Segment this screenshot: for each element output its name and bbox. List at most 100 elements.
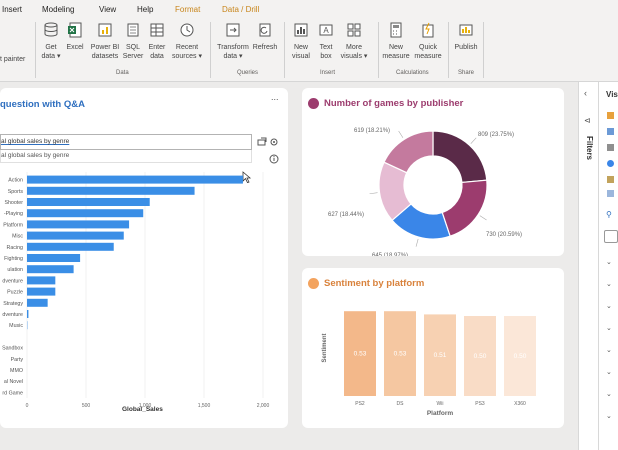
publish-button[interactable]: Publish — [453, 22, 479, 52]
donut-leader-line — [479, 215, 487, 221]
qna-visual[interactable]: ... question with Q&A al global sales by… — [0, 88, 288, 428]
refresh-label: Refresh — [252, 44, 278, 51]
donut-leader-line — [415, 238, 419, 247]
get-data-button[interactable]: Get data ▾ — [40, 22, 62, 61]
genre-category-label: Party — [11, 357, 24, 363]
group-label-calculations: Calculations — [396, 70, 429, 76]
chevron-down-icon[interactable]: ⌄ — [606, 413, 612, 420]
publisher-donut-visual[interactable]: Number of games by publisher 809 (23.75%… — [302, 88, 564, 256]
more-options-icon[interactable]: ... — [271, 92, 279, 102]
tab-insert[interactable]: Insert — [2, 5, 23, 14]
search-icon[interactable]: ⚲ — [606, 210, 612, 219]
sentiment-bar — [464, 316, 496, 396]
excel-button[interactable]: Excel — [65, 22, 85, 52]
chevron-down-icon[interactable]: ⌄ — [606, 259, 612, 266]
table-icon — [150, 23, 164, 37]
refresh-icon — [259, 23, 271, 37]
visualizations-pane[interactable]: Visu ⚲ ⌄ ⌄ ⌄ ⌄ ⌄ ⌄ ⌄ ⌄ — [598, 82, 618, 450]
sentiment-visual[interactable]: Sentiment by platform Sentiment 0.53 PS2 0.… — [302, 268, 564, 428]
viz-map-icon[interactable] — [607, 160, 614, 167]
genre-x-tick: 500 — [82, 403, 91, 409]
quick-measure-icon — [422, 22, 434, 38]
power-bi-datasets-button[interactable]: Power BI datasets — [88, 22, 122, 61]
genre-bar — [27, 209, 144, 218]
recent-sources-label: Recent sources ▾ — [172, 44, 202, 60]
qna-title: question with Q&A — [0, 99, 85, 110]
sentiment-visual-icon — [308, 278, 319, 289]
genre-category-label: Sandbox — [2, 346, 23, 352]
format-painter-button[interactable]: t painter — [0, 56, 26, 63]
genre-category-label: Puzzle — [7, 290, 23, 296]
chevron-down-icon[interactable]: ⌄ — [606, 391, 612, 398]
text-box-icon: A — [319, 24, 333, 36]
enter-data-label: Enter data — [148, 44, 166, 60]
chevron-down-icon[interactable]: ⌄ — [606, 347, 612, 354]
tab-format[interactable]: Format — [175, 5, 201, 14]
genre-bar-chart: 0 500 1,000 1,500 2,000 Action Sports Shooter -P… — [2, 172, 269, 409]
mouse-cursor-icon — [242, 171, 252, 183]
power-bi-datasets-label: Power BI datasets — [90, 44, 120, 60]
qna-search-input[interactable]: al global sales by genre — [0, 134, 252, 150]
collapse-filters-icon[interactable]: ‹ — [584, 88, 587, 98]
viz-matrix-icon[interactable] — [607, 190, 614, 197]
group-separator — [448, 22, 449, 78]
genre-category-label: Racing — [7, 245, 24, 251]
dataset-icon — [98, 23, 112, 37]
sentiment-data-label: 0.50 — [514, 353, 527, 360]
genre-bar — [27, 175, 243, 184]
info-icon[interactable] — [269, 154, 279, 164]
genre-category-label: dventure — [2, 278, 23, 284]
viz-line-icon[interactable] — [607, 144, 614, 151]
chevron-down-icon[interactable]: ⌄ — [606, 325, 612, 332]
quick-measure-button[interactable]: Quick measure — [412, 22, 444, 61]
calculator-icon — [390, 22, 402, 38]
chevron-down-icon[interactable]: ⌄ — [606, 281, 612, 288]
report-canvas[interactable]: ... question with Q&A al global sales by… — [0, 82, 578, 450]
enter-data-button[interactable]: Enter data — [146, 22, 168, 61]
tab-modeling[interactable]: Modeling — [42, 5, 75, 14]
group-label-queries: Queries — [237, 70, 259, 76]
qna-suggestion[interactable]: al global sales by genre — [0, 150, 252, 163]
viz-table-icon[interactable] — [607, 176, 614, 183]
tab-data-drill[interactable]: Data / Drill — [222, 5, 260, 14]
qna-query-text: al global sales by genre — [1, 138, 70, 145]
more-visuals-button[interactable]: More visuals ▾ — [340, 22, 368, 61]
genre-bar — [27, 254, 81, 262]
filter-funnel-icon[interactable]: ⊲ — [584, 116, 591, 125]
sentiment-y-axis-title: Sentiment — [322, 333, 328, 362]
gear-icon[interactable] — [269, 137, 279, 147]
donut-data-label: 730 (20.59%) — [486, 232, 522, 238]
viz-search-input[interactable] — [604, 230, 618, 243]
donut-slice — [441, 179, 488, 237]
quick-measure-label: Quick measure — [414, 44, 442, 60]
sentiment-bar — [344, 311, 376, 396]
sql-server-button[interactable]: SQL Server — [122, 22, 144, 61]
tab-help[interactable]: Help — [137, 5, 154, 14]
text-box-button[interactable]: A Text box — [316, 22, 336, 61]
tab-view[interactable]: View — [99, 5, 117, 14]
transform-data-button[interactable]: Transform data ▾ — [215, 22, 251, 61]
svg-text:A: A — [323, 26, 329, 35]
donut-slice — [432, 130, 488, 184]
publisher-title: Number of games by publisher — [324, 98, 464, 109]
new-visual-button[interactable]: New visual — [290, 22, 312, 61]
viz-stacked-bar-icon[interactable] — [607, 112, 614, 119]
visualizations-label: Visu — [606, 90, 618, 99]
new-measure-button[interactable]: New measure — [381, 22, 411, 61]
turn-into-visual-icon[interactable] — [257, 137, 267, 147]
transform-icon — [226, 23, 240, 37]
viz-column-icon[interactable] — [607, 128, 614, 135]
refresh-button[interactable]: Refresh — [252, 22, 278, 52]
sentiment-bar-chart: Sentiment 0.53 PS2 0.53 DS 0.51 Wii 0.50 PS3 0.50… — [322, 311, 536, 417]
group-separator — [35, 22, 36, 78]
filters-pane[interactable]: ‹ ⊲ Filters — [578, 82, 598, 450]
genre-category-label: Platform — [3, 222, 23, 228]
publisher-donut-chart: 809 (23.75%) 730 (20.59%) 645 (18.97%) 627 … — [328, 128, 522, 256]
chevron-down-icon[interactable]: ⌄ — [606, 303, 612, 310]
recent-sources-button[interactable]: Recent sources ▾ — [172, 22, 202, 61]
bar-chart-icon — [294, 23, 308, 37]
sentiment-bar — [504, 316, 536, 396]
filters-label: Filters — [585, 136, 594, 161]
group-separator — [284, 22, 285, 78]
chevron-down-icon[interactable]: ⌄ — [606, 369, 612, 376]
